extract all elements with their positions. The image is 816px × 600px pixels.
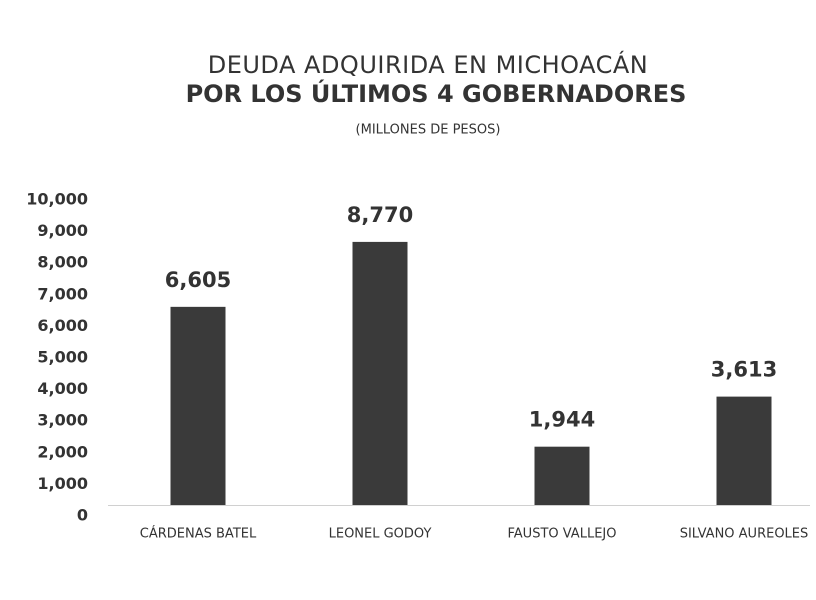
value-label: 1,944 (529, 408, 595, 432)
bar (352, 241, 408, 505)
y-tick-label: 9,000 (37, 221, 88, 240)
chart-subtitle: (MILLONES DE PESOS) (356, 123, 501, 138)
y-tick-label: 10,000 (26, 190, 88, 209)
y-tick-label: 8,000 (37, 253, 88, 272)
x-tick-label: CÁRDENAS BATEL (140, 526, 257, 542)
y-tick-label: 6,000 (37, 316, 88, 335)
bar (716, 396, 772, 505)
y-tick-label: 0 (77, 506, 88, 525)
y-tick-label: 3,000 (37, 411, 88, 430)
value-label: 3,613 (711, 358, 777, 382)
y-tick-label: 5,000 (37, 348, 88, 367)
y-tick-label: 7,000 (37, 284, 88, 303)
x-tick-label: SILVANO AUREOLES (680, 527, 809, 542)
value-label: 6,605 (165, 268, 231, 292)
chart-title: POR LOS ÚLTIMOS 4 GOBERNADORES (186, 78, 687, 108)
y-tick-label: 1,000 (37, 474, 88, 493)
y-tick-label: 2,000 (37, 442, 88, 461)
value-label: 8,770 (347, 203, 413, 227)
bar (170, 306, 226, 505)
x-tick-label: FAUSTO VALLEJO (508, 527, 617, 542)
x-tick-label: LEONEL GODOY (329, 527, 432, 542)
y-tick-label: 4,000 (37, 379, 88, 398)
bar (534, 446, 590, 505)
chart-title: DEUDA ADQUIRIDA EN MICHOACÁN (208, 50, 649, 79)
